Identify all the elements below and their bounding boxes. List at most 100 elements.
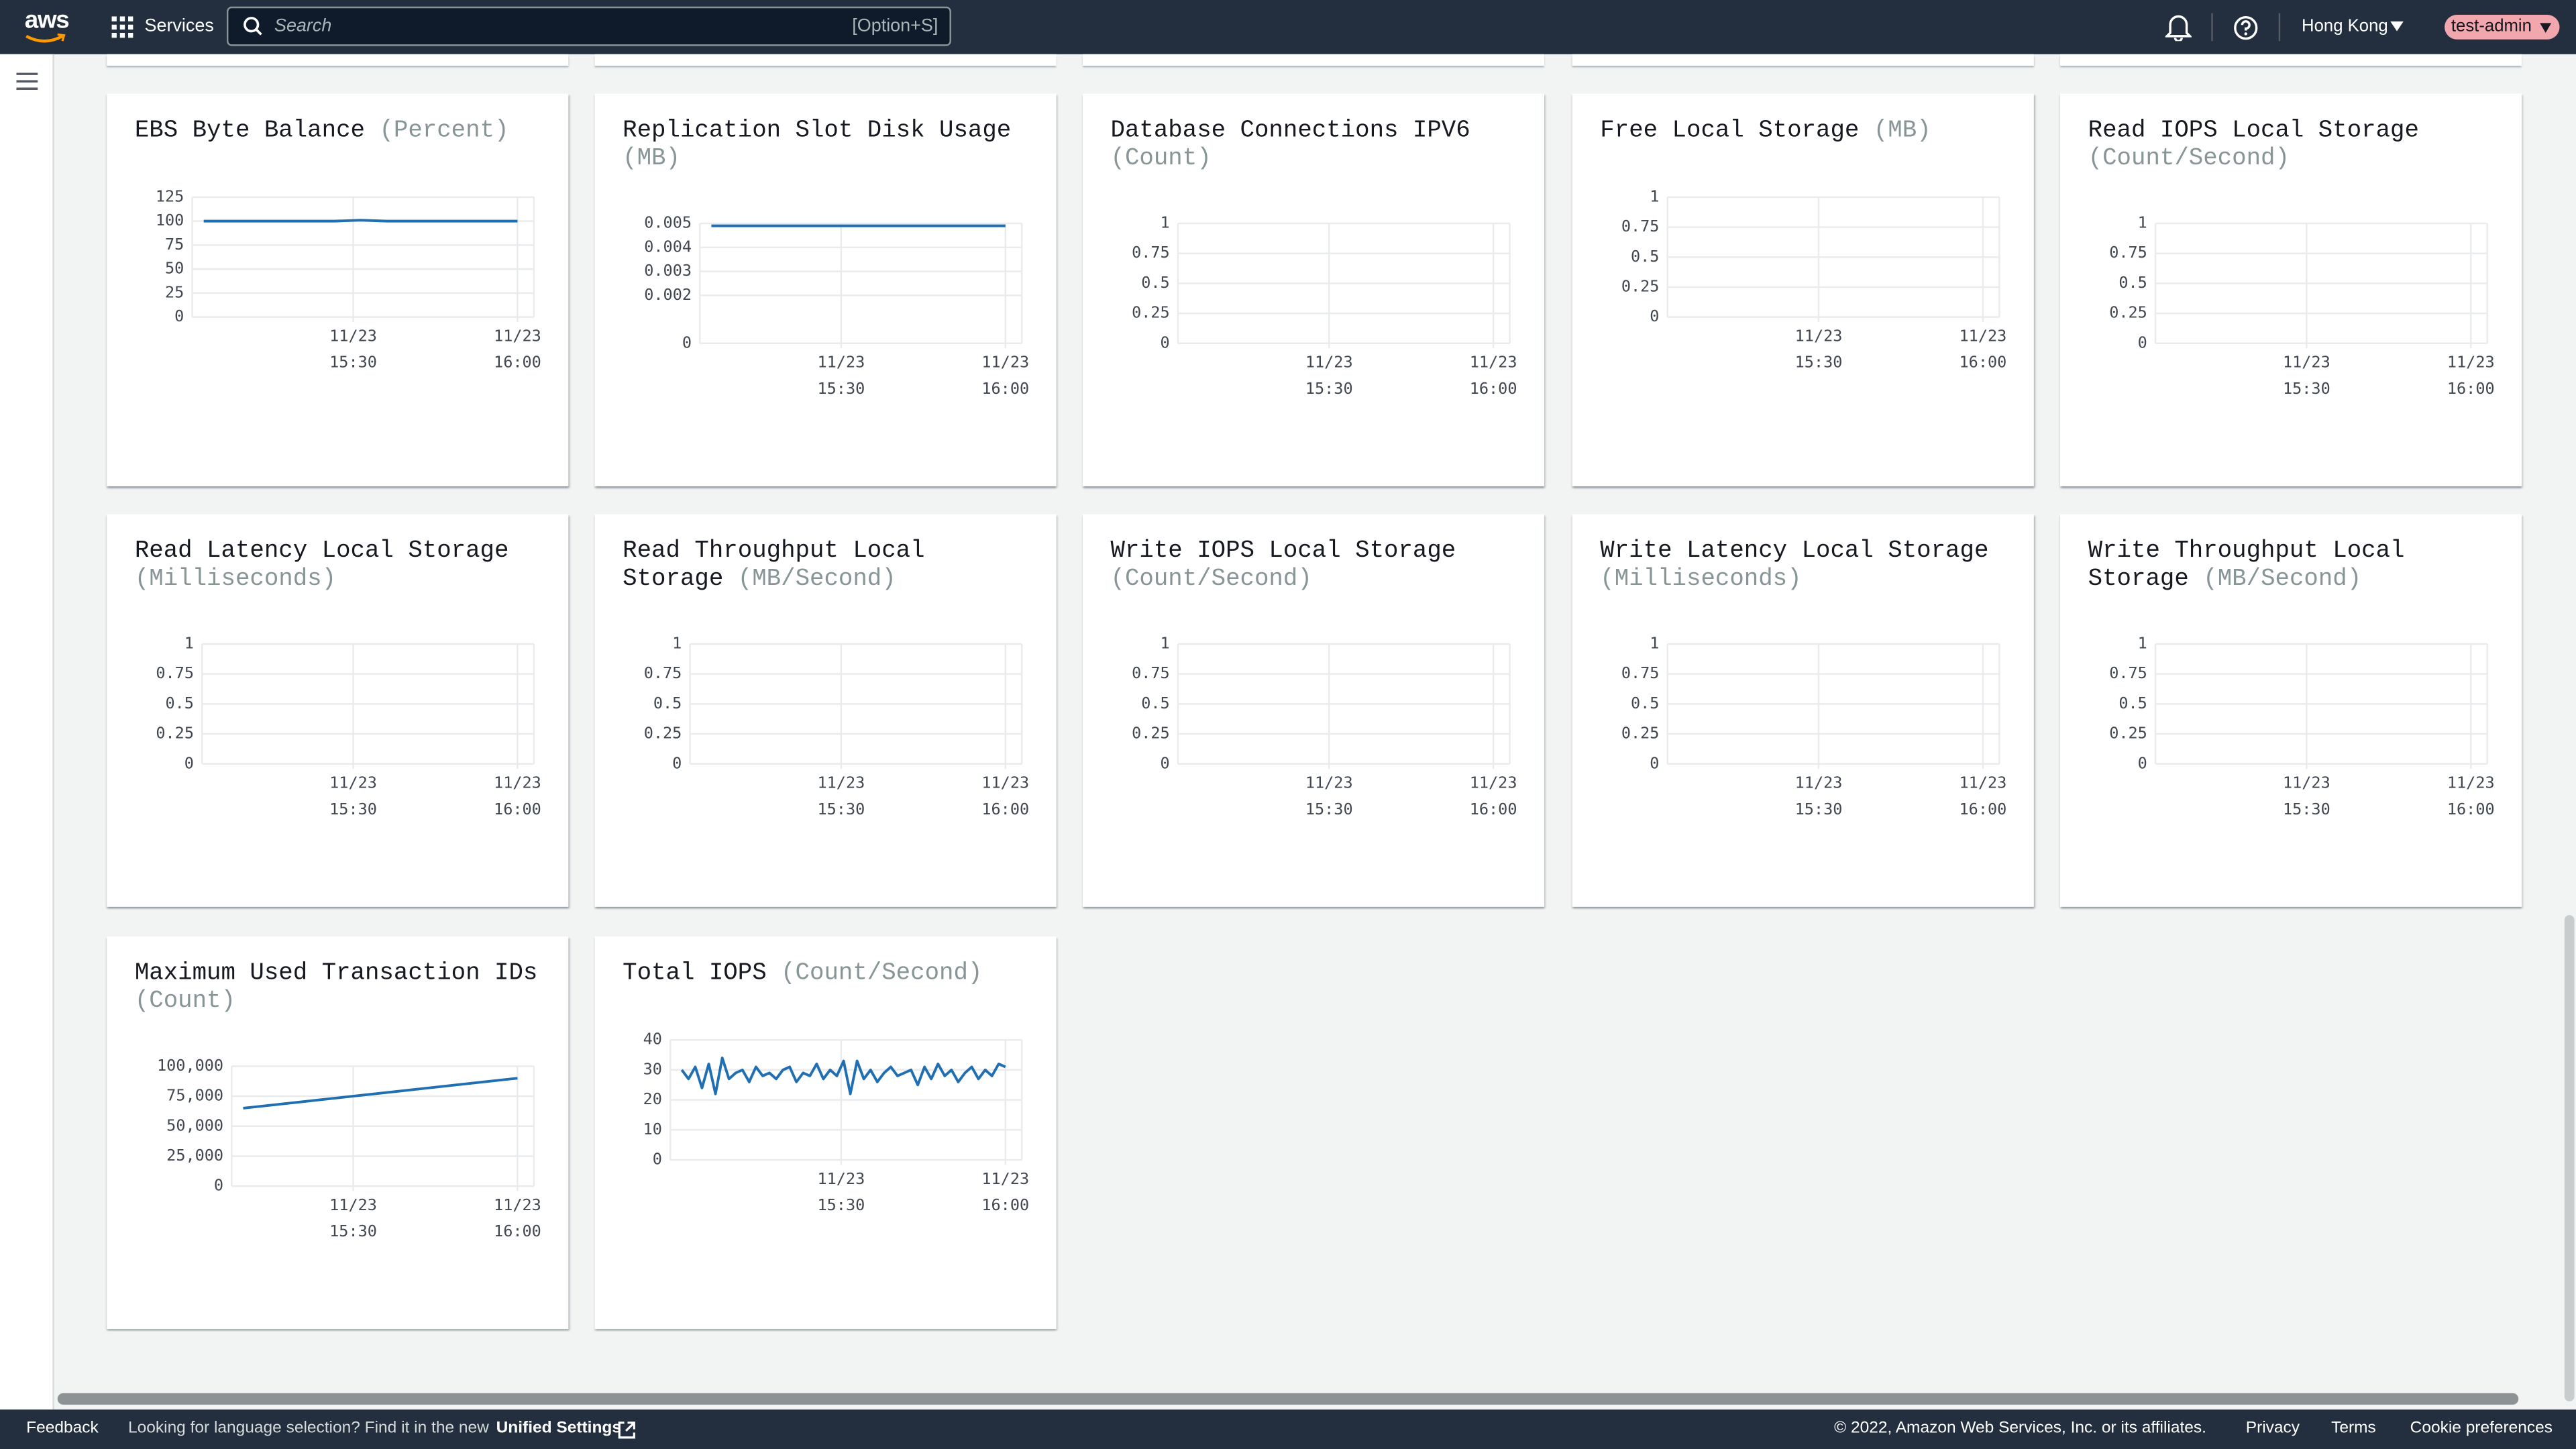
y-tick-label: 0.5	[1631, 247, 1659, 266]
metric-title: Total IOPS (Count/Second)	[623, 961, 1036, 988]
y-tick-label: 0.25	[644, 724, 682, 743]
y-tick-label: 20	[643, 1089, 662, 1108]
x-tick-time: 16:00	[1960, 800, 2007, 818]
metric-unit: (Count)	[134, 988, 235, 1015]
cookie-preferences-link[interactable]: Cookie preferences	[2410, 1419, 2553, 1438]
y-tick-label: 0.75	[2109, 243, 2147, 262]
search-shortcut: [Option+S]	[852, 16, 938, 36]
x-tick-time: 16:00	[494, 353, 541, 372]
y-tick-label: 0.75	[2109, 663, 2147, 682]
y-tick-label: 0	[1161, 753, 1170, 772]
services-icon[interactable]	[111, 16, 135, 39]
y-tick-label: 10	[643, 1120, 662, 1138]
search-icon	[244, 17, 262, 36]
metric-title: Read Throughput Local Storage (MB/Second…	[623, 539, 1036, 593]
y-tick-label: 0.25	[1621, 724, 1660, 743]
x-tick-time: 16:00	[494, 800, 541, 818]
x-tick-date: 11/23	[1795, 773, 1843, 792]
region-selector[interactable]: Hong Kong	[2302, 16, 2388, 36]
copyright: © 2022, Amazon Web Services, Inc. or its…	[1834, 1419, 2206, 1438]
metric-name: Free Local Storage	[1600, 118, 1860, 145]
y-tick-label: 75	[165, 235, 184, 254]
x-tick-time: 16:00	[981, 379, 1029, 398]
card-edge	[107, 54, 569, 66]
x-tick-date: 11/23	[1470, 353, 1517, 372]
x-tick-time: 15:30	[1305, 379, 1353, 398]
search-box[interactable]: Search [Option+S]	[226, 6, 951, 46]
feedback-link[interactable]: Feedback	[26, 1419, 99, 1438]
metric-name: Replication Slot Disk Usage	[623, 118, 1012, 145]
metric-chart: 0 0.25 0.5 0.75 1 11/23 15:30 11/23 16:00	[644, 634, 1029, 818]
aws-logo[interactable]: aws	[24, 6, 70, 35]
card-edge	[2060, 54, 2522, 66]
menu-toggle[interactable]	[16, 72, 38, 91]
metric-title: Write Latency Local Storage (Millisecond…	[1600, 539, 2014, 593]
top-navigation: aws Services Search [Option+S] Hong Kong…	[0, 0, 2576, 54]
metric-chart: 0 0.25 0.5 0.75 1 11/23 15:30 11/23 16:00	[1132, 634, 1517, 818]
help-icon[interactable]	[2233, 15, 2259, 41]
footer: Feedback Looking for language selection?…	[0, 1409, 2576, 1449]
y-tick-label: 1	[1650, 186, 1659, 205]
metric-name: Read Latency Local Storage	[134, 539, 509, 566]
metric-unit: (Milliseconds)	[134, 566, 337, 592]
language-message: Looking for language selection? Find it …	[128, 1419, 489, 1438]
metric-unit: (MB)	[623, 145, 680, 172]
y-tick-label: 100	[156, 211, 184, 229]
x-tick-time: 16:00	[1960, 353, 2007, 372]
y-tick-label: 0.75	[1132, 243, 1170, 262]
x-tick-date: 11/23	[1960, 327, 2007, 345]
metric-title: Read IOPS Local Storage (Count/Second)	[2088, 118, 2502, 172]
metric-unit: (Count/Second)	[781, 961, 983, 987]
metric-title: Read Latency Local Storage (Milliseconds…	[135, 539, 549, 593]
logo-smile	[25, 33, 66, 43]
x-tick-date: 11/23	[818, 353, 865, 372]
x-tick-time: 15:30	[2283, 379, 2330, 398]
metric-chart: 0 0.25 0.5 0.75 1 11/23 15:30 11/23 16:00	[1132, 213, 1517, 398]
divider	[2211, 13, 2213, 42]
x-tick-time: 16:00	[494, 1222, 541, 1240]
x-tick-date: 11/23	[494, 773, 541, 792]
metric-chart: 0 10 20 30 40 11/23 15:30 11/23 16:00	[643, 1030, 1030, 1214]
y-tick-label: 40	[643, 1030, 662, 1049]
y-tick-label: 1	[1161, 213, 1170, 232]
x-tick-time: 15:30	[329, 800, 377, 818]
horizontal-scrollbar[interactable]	[57, 1393, 2519, 1405]
y-tick-label: 0.5	[653, 694, 682, 712]
vertical-scrollbar[interactable]	[2564, 915, 2575, 1401]
services-menu[interactable]: Services	[144, 16, 214, 36]
metric-name: Write Throughput Local Storage	[2088, 539, 2405, 592]
privacy-link[interactable]: Privacy	[2245, 1419, 2300, 1438]
search-placeholder: Search	[274, 16, 332, 36]
metric-title: Database Connections IPV6 (Count)	[1111, 118, 1525, 172]
y-tick-label: 0	[682, 333, 692, 352]
y-tick-label: 0.5	[166, 694, 194, 712]
y-tick-label: 0.25	[1132, 724, 1170, 743]
y-tick-label: 1	[2138, 634, 2147, 653]
notifications-icon[interactable]	[2165, 13, 2192, 42]
user-menu[interactable]: test-admin	[2445, 15, 2560, 40]
x-tick-time: 16:00	[1470, 379, 1517, 398]
y-tick-label: 0	[672, 753, 682, 772]
y-tick-label: 0	[184, 753, 194, 772]
y-tick-label: 1	[184, 634, 194, 653]
metric-chart: 0 0.25 0.5 0.75 1 11/23 15:30 11/23 16:00	[2109, 634, 2494, 818]
metric-title: EBS Byte Balance (Percent)	[135, 118, 549, 145]
metric-name: Read IOPS Local Storage	[2088, 118, 2419, 145]
terms-link[interactable]: Terms	[2331, 1419, 2376, 1438]
user-caret	[2540, 23, 2552, 33]
y-tick-label: 0.25	[1621, 276, 1660, 295]
x-tick-time: 15:30	[1305, 800, 1353, 818]
metric-card: Total IOPS (Count/Second) 0 10 20 30 40 11/23 1…	[594, 936, 1057, 1330]
metric-card: Read IOPS Local Storage (Count/Second) 0 0…	[2060, 93, 2522, 486]
y-tick-label: 1	[672, 634, 682, 653]
y-tick-label: 0	[1650, 307, 1659, 325]
x-tick-time: 16:00	[981, 1195, 1029, 1214]
y-tick-label: 0.5	[2118, 694, 2147, 712]
unified-settings-link[interactable]: Unified Settings	[496, 1419, 622, 1438]
y-tick-label: 0.003	[644, 261, 692, 280]
y-tick-label: 0.75	[156, 663, 194, 682]
x-tick-date: 11/23	[1305, 773, 1353, 792]
x-tick-date: 11/23	[329, 1195, 377, 1214]
card-edge	[594, 54, 1057, 66]
